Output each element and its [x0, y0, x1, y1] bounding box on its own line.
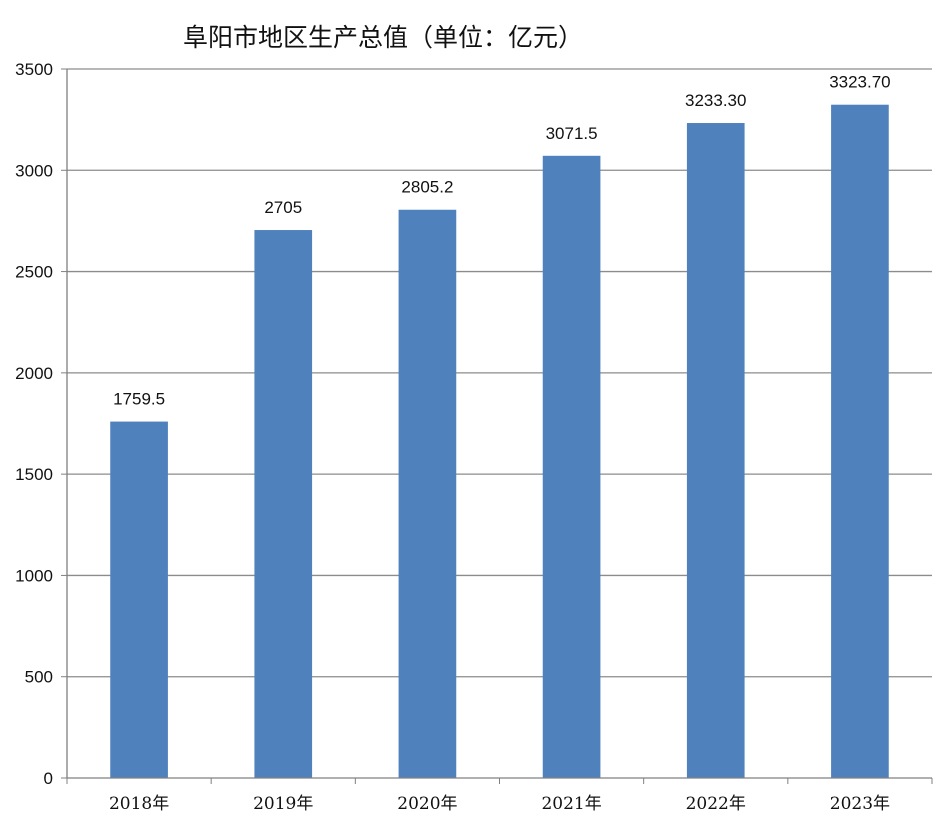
bar-2022年 — [686, 123, 745, 778]
data-label-2019年: 2705 — [264, 198, 302, 217]
x-tick-label-2: 2020年 — [397, 794, 457, 814]
bar-2019年 — [254, 230, 313, 778]
x-tick-label-5: 2023年 — [830, 794, 890, 814]
bars — [110, 104, 889, 779]
y-axis-ticks: 0 500 1000 1500 2000 2500 3000 3500 — [15, 60, 67, 788]
y-tick-label-5: 2500 — [15, 263, 53, 282]
chart-title: 阜阳市地区生产总值（单位：亿元） — [183, 23, 583, 52]
data-label-2021年: 3071.5 — [546, 124, 598, 143]
x-tick-label-0: 2018年 — [109, 794, 169, 814]
x-axis: 2018年 2019年 2020年 2021年 2022年 2023年 — [66, 69, 933, 814]
x-tick-label-4: 2022年 — [686, 794, 746, 814]
bar-2021年 — [542, 155, 601, 778]
data-label-2022年: 3233.30 — [685, 91, 746, 110]
y-tick-label-4: 2000 — [15, 364, 53, 383]
y-tick-label-3: 1500 — [15, 465, 53, 484]
data-label-2020年: 2805.2 — [401, 178, 453, 197]
bar-2018年 — [110, 421, 168, 778]
y-tick-label-1: 500 — [25, 668, 53, 687]
y-tick-label-7: 3500 — [15, 60, 53, 79]
y-tick-label-2: 1000 — [15, 566, 53, 585]
grid-lines — [67, 68, 932, 678]
bar-2023年 — [831, 104, 889, 779]
data-label-2023年: 3323.70 — [829, 73, 890, 92]
data-label-2018年: 1759.5 — [113, 390, 165, 409]
y-tick-label-0: 0 — [44, 769, 53, 788]
bar-2020年 — [398, 209, 457, 778]
x-tick-label-1: 2019年 — [253, 794, 313, 814]
x-tick-label-3: 2021年 — [541, 794, 601, 814]
data-labels: 1759.5 2705 2805.2 3071.5 3233.30 3323.70 — [113, 73, 891, 409]
y-tick-label-6: 3000 — [15, 161, 53, 180]
